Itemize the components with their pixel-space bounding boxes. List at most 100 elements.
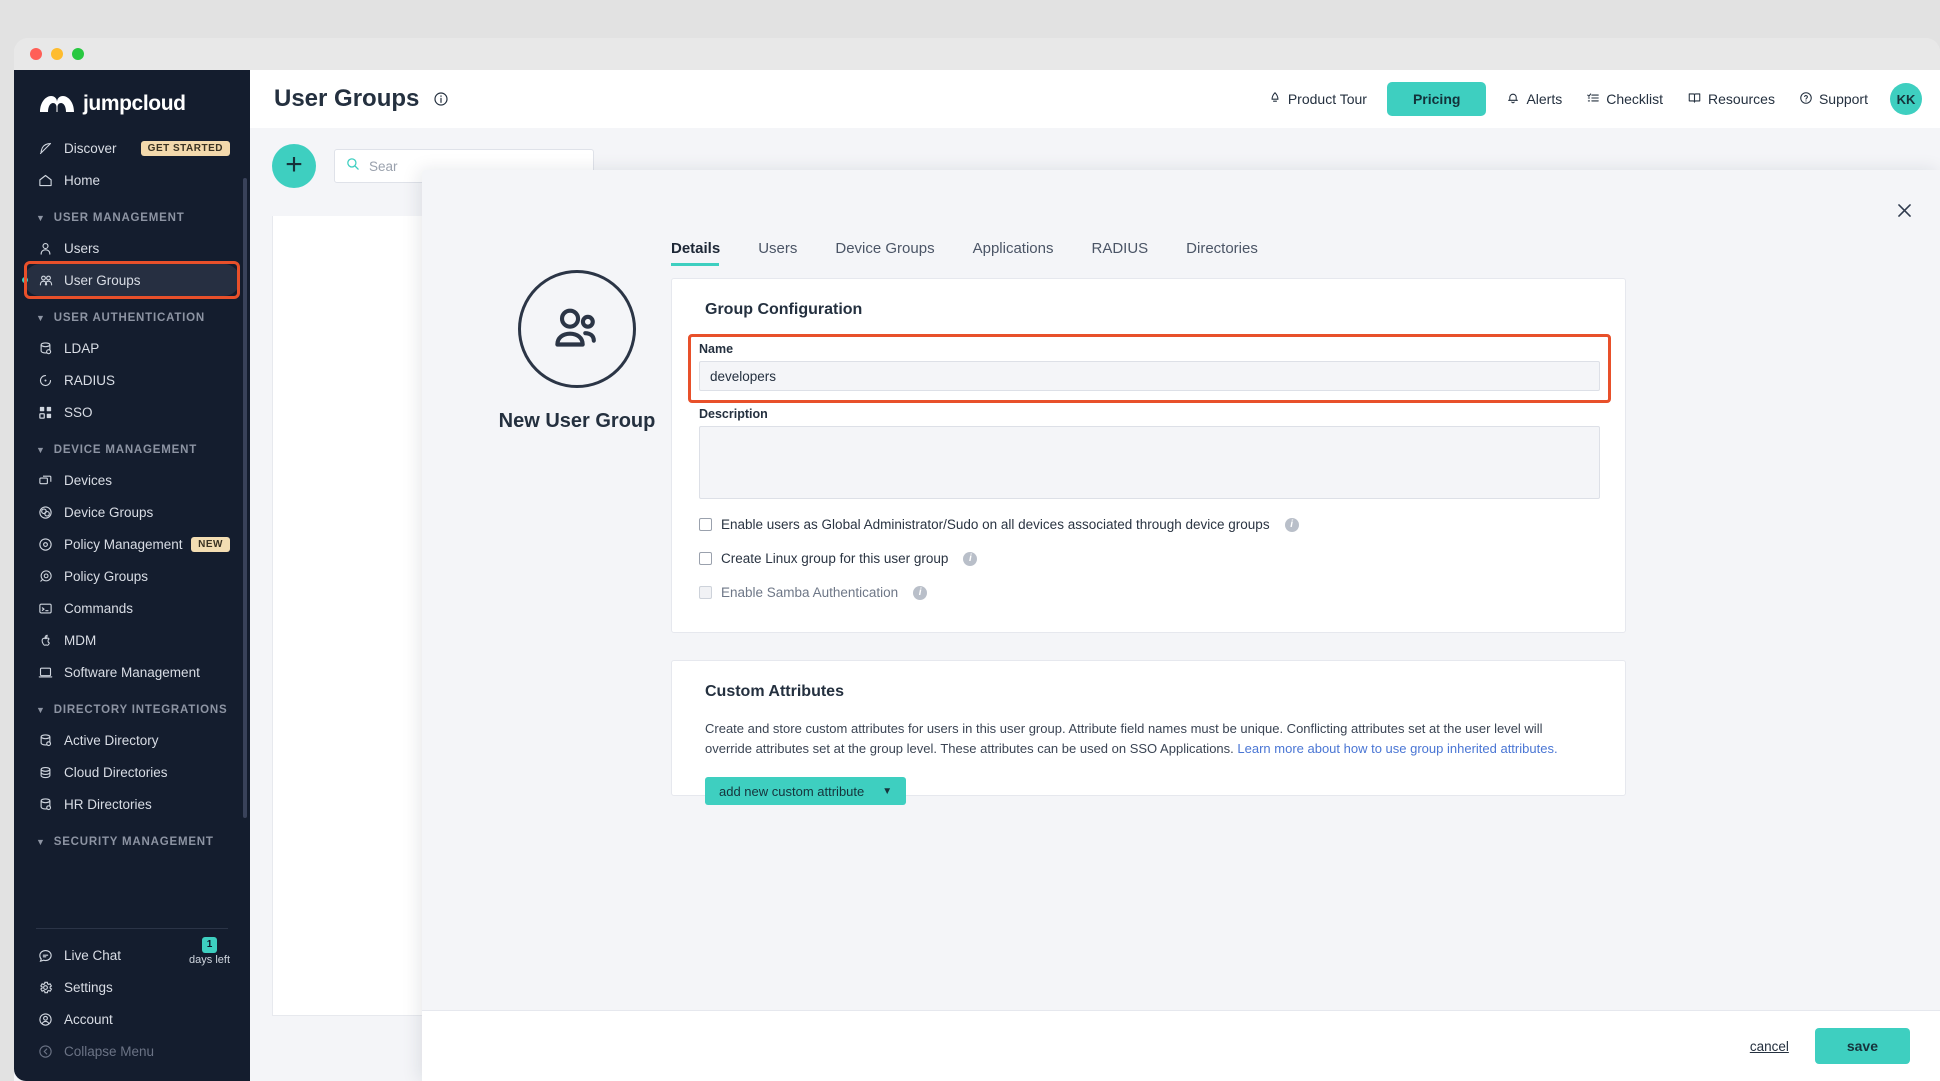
sidebar-item-account[interactable]: Account xyxy=(24,1003,240,1035)
pricing-button[interactable]: Pricing xyxy=(1386,82,1487,116)
avatar[interactable]: KK xyxy=(1890,83,1922,115)
checklist-button[interactable]: Checklist xyxy=(1574,84,1675,115)
checkbox-row-linux-group: Create Linux group for this user group i xyxy=(699,551,1299,566)
sidebar-item-cloud-directories[interactable]: Cloud Directories xyxy=(24,756,240,788)
close-window-button[interactable] xyxy=(30,48,42,60)
custom-attributes-description-line1: Create and store custom attributes for u… xyxy=(705,721,1543,757)
rocket-icon xyxy=(38,141,64,156)
sidebar-item-user-groups[interactable]: User Groups xyxy=(22,264,240,296)
enable-samba-checkbox[interactable] xyxy=(699,586,712,599)
sidebar-divider xyxy=(36,928,228,929)
sidebar-item-policy-management[interactable]: Policy Management NEW xyxy=(24,528,240,560)
support-button[interactable]: Support xyxy=(1787,84,1880,115)
top-header: User Groups Product Tour Pricing xyxy=(250,70,1940,128)
sidebar-item-policy-groups[interactable]: Policy Groups xyxy=(24,560,240,592)
window-controls[interactable] xyxy=(30,48,84,60)
sidebar-section-label: DIRECTORY INTEGRATIONS xyxy=(53,704,228,716)
sidebar-item-label: User Groups xyxy=(64,272,141,288)
collapse-icon xyxy=(38,1044,64,1059)
home-icon xyxy=(38,173,64,188)
sidebar-item-live-chat[interactable]: Live Chat xyxy=(24,939,240,971)
sidebar-item-active-directory[interactable]: Active Directory xyxy=(24,724,240,756)
page-title: User Groups xyxy=(274,85,420,112)
chevron-down-icon: ▼ xyxy=(36,837,46,847)
sidebar-item-sso[interactable]: SSO xyxy=(24,396,240,428)
alerts-button[interactable]: Alerts xyxy=(1494,84,1574,115)
tab-applications[interactable]: Applications xyxy=(972,240,1054,257)
sidebar-item-software-management[interactable]: Software Management xyxy=(24,656,240,688)
group-name-input[interactable] xyxy=(699,361,1600,391)
modal-footer: cancel save xyxy=(422,1010,1940,1081)
add-user-group-button[interactable]: + xyxy=(272,144,316,188)
add-new-custom-attribute-button[interactable]: add new custom attribute ▼ xyxy=(705,777,907,806)
tab-directories[interactable]: Directories xyxy=(1186,240,1258,257)
sidebar-item-device-groups[interactable]: Device Groups xyxy=(24,496,240,528)
sidebar-item-settings[interactable]: Settings xyxy=(24,971,240,1003)
close-icon[interactable] xyxy=(1890,196,1918,224)
product-tour-button[interactable]: Product Tour xyxy=(1256,84,1379,115)
sidebar-item-mdm[interactable]: MDM xyxy=(24,624,240,656)
sidebar-section-user-management[interactable]: ▼ USER MANAGEMENT xyxy=(14,196,250,232)
description-label: Description xyxy=(699,407,768,421)
group-avatar-column: New User Group xyxy=(462,240,692,433)
trial-days-count: 1 xyxy=(201,937,218,953)
browser-window: jumpcloud Discover GET STARTED xyxy=(14,38,1940,1081)
info-icon[interactable]: i xyxy=(913,585,928,600)
checkbox-row-samba: Enable Samba Authentication i xyxy=(699,585,1299,600)
tab-device-groups[interactable]: Device Groups xyxy=(835,240,935,257)
tab-details[interactable]: Details xyxy=(671,240,742,266)
brand-logo-area[interactable]: jumpcloud xyxy=(14,70,250,132)
minimize-window-button[interactable] xyxy=(51,48,63,60)
sidebar-item-hr-directories[interactable]: HR Directories xyxy=(24,788,240,820)
sidebar-scrollbar[interactable] xyxy=(243,178,247,818)
sidebar-item-label: Discover xyxy=(64,140,117,156)
sidebar-item-label: SSO xyxy=(64,404,93,420)
sidebar-item-label: Software Management xyxy=(64,664,200,680)
sidebar-scroll-area[interactable]: Discover GET STARTED Home ▼ USER MANAGEM… xyxy=(14,132,250,922)
tab-radius[interactable]: RADIUS xyxy=(1091,240,1149,257)
sidebar: jumpcloud Discover GET STARTED xyxy=(14,70,250,1081)
sidebar-section-security-management[interactable]: ▼ SECURITY MANAGEMENT xyxy=(14,820,250,856)
cancel-button[interactable]: cancel xyxy=(1749,1038,1789,1054)
sidebar-item-devices[interactable]: Devices xyxy=(24,464,240,496)
top-actions: Product Tour Pricing Alerts xyxy=(1256,82,1940,116)
sidebar-section-device-management[interactable]: ▼ DEVICE MANAGEMENT xyxy=(14,428,250,464)
tab-users[interactable]: Users xyxy=(758,240,798,257)
info-icon[interactable] xyxy=(433,91,449,107)
sidebar-item-label: Devices xyxy=(64,472,113,488)
trial-days-badge: 1 days left xyxy=(189,935,230,966)
sidebar-item-label: RADIUS xyxy=(64,372,116,388)
custom-attributes-description: Create and store custom attributes for u… xyxy=(705,719,1592,759)
info-icon[interactable]: i xyxy=(963,551,978,566)
resources-button[interactable]: Resources xyxy=(1675,84,1787,115)
learn-more-link[interactable]: Learn more about how to use group inheri… xyxy=(1237,741,1558,757)
sidebar-item-label: LDAP xyxy=(64,340,100,356)
bell-icon xyxy=(1506,91,1520,108)
sidebar-item-label: Active Directory xyxy=(64,732,159,748)
zoom-window-button[interactable] xyxy=(72,48,84,60)
group-description-textarea[interactable] xyxy=(699,426,1600,499)
sidebar-section-user-authentication[interactable]: ▼ USER AUTHENTICATION xyxy=(14,296,250,332)
search-placeholder: Sear xyxy=(369,158,398,174)
sidebar-item-label: Cloud Directories xyxy=(64,764,168,780)
sidebar-item-users[interactable]: Users xyxy=(24,232,240,264)
sidebar-item-radius[interactable]: RADIUS xyxy=(24,364,240,396)
config-checkboxes: Enable users as Global Administrator/Sud… xyxy=(699,517,1299,619)
info-icon[interactable]: i xyxy=(1284,517,1299,532)
sidebar-item-label: Collapse Menu xyxy=(64,1043,155,1059)
global-admin-checkbox[interactable] xyxy=(699,518,712,531)
sidebar-section-directory-integrations[interactable]: ▼ DIRECTORY INTEGRATIONS xyxy=(14,688,250,724)
sidebar-section-label: SECURITY MANAGEMENT xyxy=(53,836,214,848)
sidebar-item-home[interactable]: Home xyxy=(24,164,240,196)
sidebar-item-collapse-menu[interactable]: Collapse Menu xyxy=(24,1035,240,1067)
create-linux-group-checkbox[interactable] xyxy=(699,552,712,565)
sidebar-item-ldap[interactable]: LDAP xyxy=(24,332,240,364)
sidebar-item-label: Policy Management xyxy=(64,536,183,552)
chevron-down-icon: ▼ xyxy=(36,445,46,455)
sidebar-item-discover[interactable]: Discover GET STARTED xyxy=(24,132,240,164)
book-icon xyxy=(1687,91,1702,108)
sidebar-item-commands[interactable]: Commands xyxy=(24,592,240,624)
save-button[interactable]: save xyxy=(1814,1028,1910,1064)
name-label: Name xyxy=(699,342,734,356)
custom-attributes-body: Create and store custom attributes for u… xyxy=(672,719,1625,806)
